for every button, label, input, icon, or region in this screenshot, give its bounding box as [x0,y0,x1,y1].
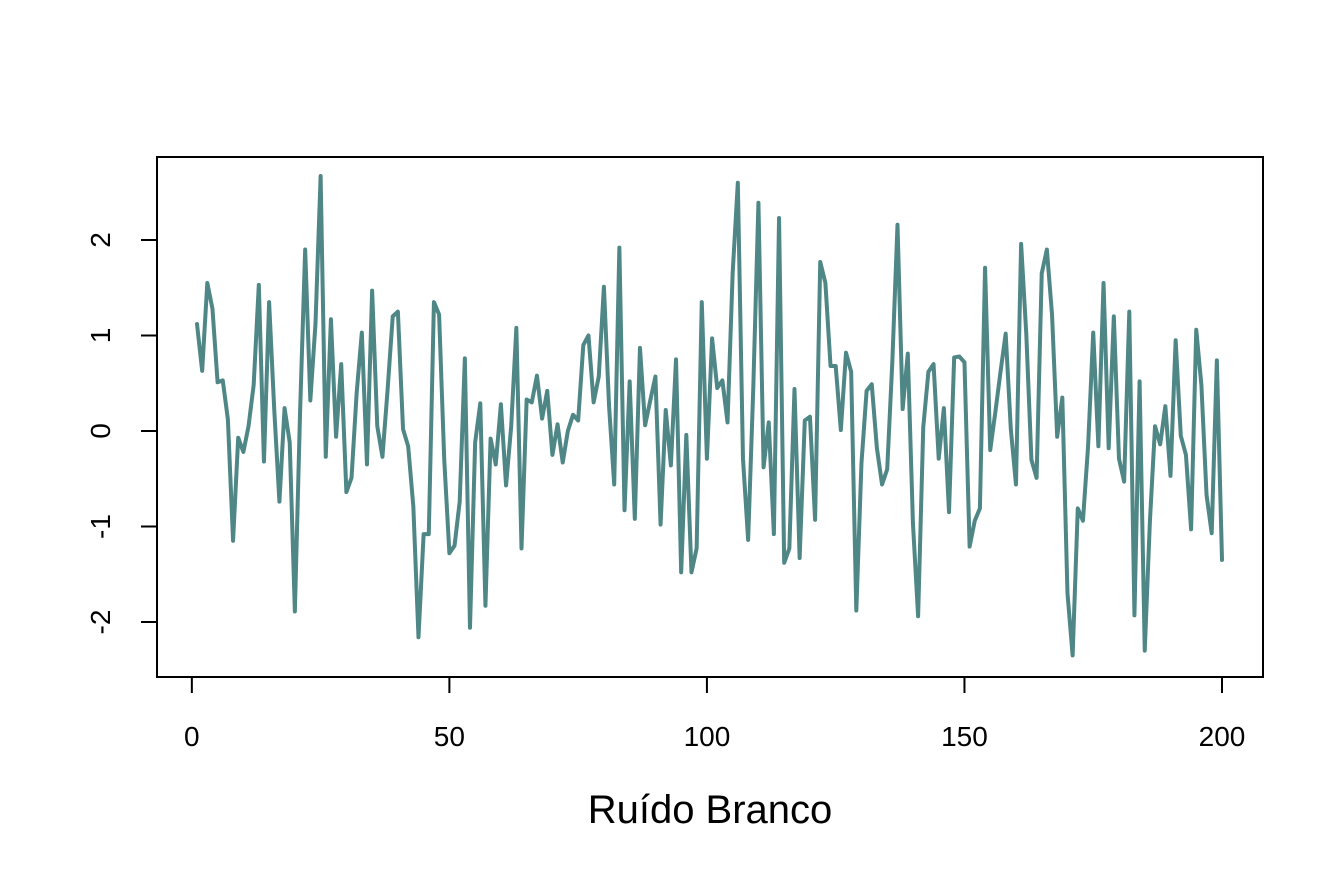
x-tick-label: 200 [1199,721,1246,752]
x-axis: 0 50 100 150 200 [184,676,1246,752]
y-tick-label: 2 [85,232,116,248]
y-axis: -2 -1 0 1 2 [85,232,158,635]
x-tick-label: 150 [941,721,988,752]
x-tick-label: 50 [434,721,465,752]
x-axis-label: Ruído Branco [588,788,833,832]
x-tick-label: 0 [184,721,200,752]
series-line [195,174,1224,658]
y-tick-label: -1 [85,514,116,539]
x-tick-label: 100 [684,721,731,752]
y-tick-label: 1 [85,328,116,344]
y-tick-label: 0 [85,423,116,439]
y-tick-label: -2 [85,610,116,635]
series-layer [195,174,1224,658]
